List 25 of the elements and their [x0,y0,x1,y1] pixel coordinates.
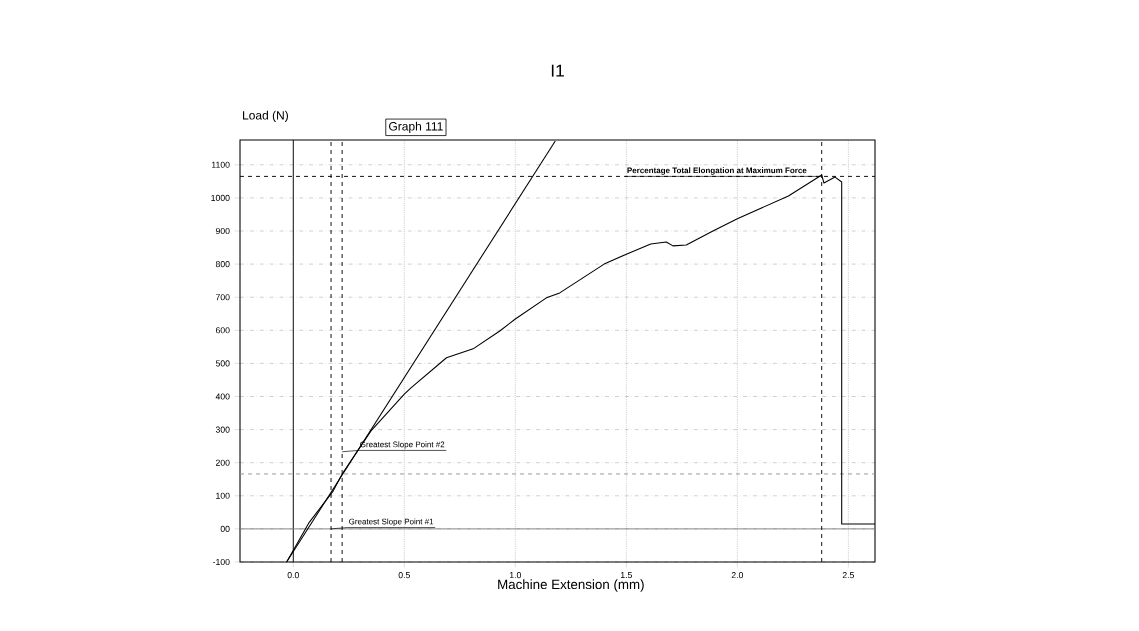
y-tick-label: 500 [215,360,230,367]
y-tick-label: -100 [212,558,230,566]
y-tick-label: 200 [215,459,230,466]
y-axis-title: Load (N) [243,110,288,122]
y-tick-label: 100 [216,492,230,499]
y-tick-label: 1100 [212,161,230,168]
x-tick-label: 2.5 [842,572,855,579]
y-tick-label: 00 [220,525,230,532]
x-tick-label: 1.0 [509,572,521,579]
x-tick-label: 1.5 [620,572,632,579]
caption: Graph 111 [389,121,443,133]
y-tick-label: 1000 [211,194,230,201]
y-tick-label: 900 [215,227,230,235]
chart-title: I1 [551,64,564,77]
x-tick-label: 2.0 [731,572,744,579]
y-tick-label: 400 [215,393,230,400]
y-tick-label: 600 [215,327,230,334]
x-tick-label: 0.0 [287,572,299,579]
y-tick-label: 700 [215,294,230,301]
x-axis-title: Machine Extension (mm) [498,579,644,592]
x-tick-label: 0.5 [398,572,410,579]
y-tick-label: 300 [215,426,230,433]
annotation: Percentage Total Elongation at Maximum Force [627,167,807,175]
y-tick-label: 800 [215,261,230,268]
annotation: Greatest Slope Point #1 [349,518,434,526]
